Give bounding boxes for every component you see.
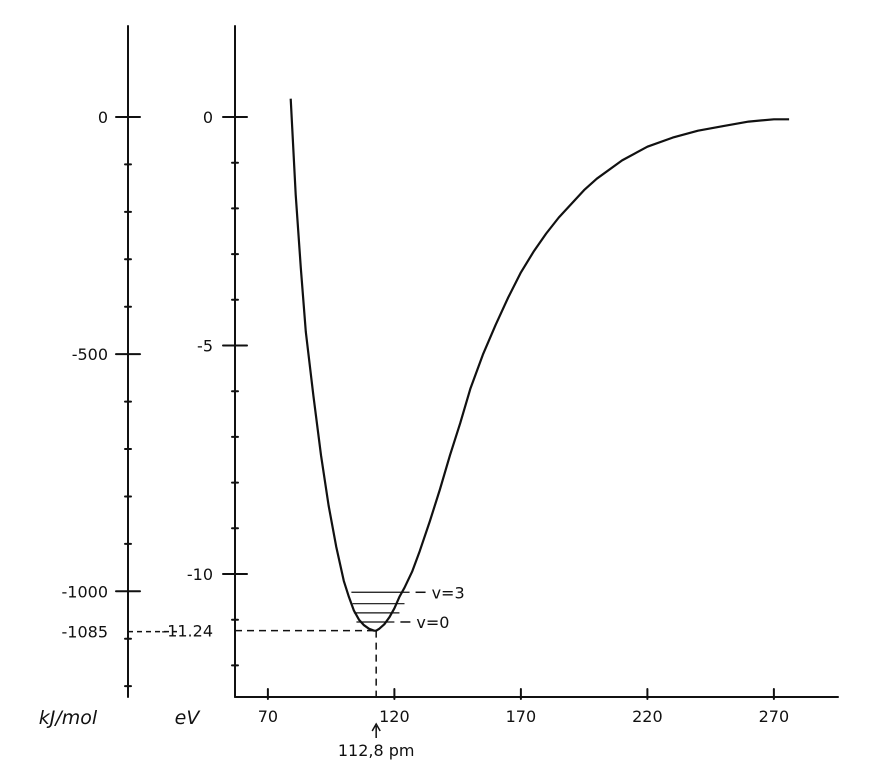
vibrational-level-label: v=3 bbox=[432, 583, 465, 602]
potential-curve bbox=[289, 98, 790, 632]
ev-tick-label: -11.24 bbox=[161, 622, 213, 641]
curve-group bbox=[289, 98, 790, 632]
equilibrium-label: 112,8 pm bbox=[338, 741, 415, 760]
ev-tick-label: -5 bbox=[197, 337, 213, 356]
ev-axis-title: eV bbox=[175, 707, 202, 729]
x-tick-label: 170 bbox=[506, 707, 537, 726]
kj-tick-label: -500 bbox=[72, 345, 108, 364]
ev-tick-label: -10 bbox=[187, 565, 213, 584]
kj-tick-label: 0 bbox=[98, 108, 108, 127]
x-tick-label: 120 bbox=[379, 707, 410, 726]
axes-group bbox=[115, 25, 839, 700]
x-tick-label: 70 bbox=[258, 707, 278, 726]
kj-axis-title: kJ/mol bbox=[39, 707, 98, 729]
kj-tick-label: -1000 bbox=[62, 582, 109, 601]
x-tick-label: 220 bbox=[632, 707, 663, 726]
labels-group: 70 120 170 220 270 0 -5 -10 -11.24 0 -500 -1000 -108… bbox=[39, 108, 789, 760]
kj-tick-label: -1085 bbox=[62, 623, 109, 642]
vibrational-level-label: v=0 bbox=[416, 613, 449, 632]
x-tick-label: 270 bbox=[759, 707, 790, 726]
ev-tick-label: 0 bbox=[203, 108, 213, 127]
equilibrium-arrow-head bbox=[371, 722, 381, 732]
